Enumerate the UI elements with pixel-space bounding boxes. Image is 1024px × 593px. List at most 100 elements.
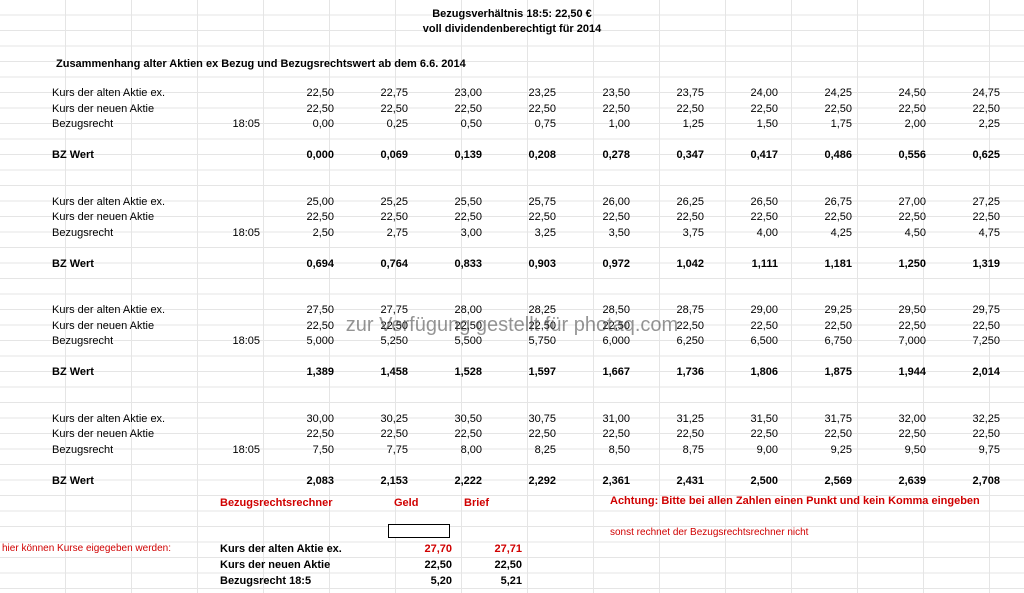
old-price-value: 24,25 <box>790 86 864 102</box>
bezugsrecht-value: 4,00 <box>716 226 790 242</box>
bz-wert-value: 0,764 <box>346 257 420 273</box>
calculator-warning-1: Achtung: Bitte bei allen Zahlen einen Pu… <box>610 495 980 507</box>
section-title: Zusammenhang alter Aktien ex Bezug und B… <box>0 58 1024 70</box>
bezugsrecht-label: Bezugsrecht <box>52 443 222 459</box>
old-price-value: 23,75 <box>642 86 716 102</box>
table-row: BZ Wert1,3891,4581,5281,5971,6671,7361,8… <box>0 365 1024 381</box>
table-row: BZ Wert0,0000,0690,1390,2080,2780,3470,4… <box>0 148 1024 164</box>
bezugsrecht-value: 0,75 <box>494 117 568 133</box>
new-price-value: 22,50 <box>642 427 716 443</box>
bz-wert-value: 2,500 <box>716 474 790 490</box>
table-row: Kurs der alten Aktie ex.30,0030,2530,503… <box>0 412 1024 428</box>
bz-wert-value: 0,417 <box>716 148 790 164</box>
bezugsrecht-value: 8,00 <box>420 443 494 459</box>
calculator-title: Bezugsrechtsrechner <box>220 495 390 511</box>
spacer <box>0 319 52 335</box>
spacer <box>220 525 390 541</box>
new-price-value: 22,50 <box>272 319 346 335</box>
old-price-value: 23,25 <box>494 86 568 102</box>
table-row: Kurs der neuen Aktie22,5022,5022,5022,50… <box>0 102 1024 118</box>
new-price-value: 22,50 <box>790 427 864 443</box>
header-line1: Bezugsverhältnis 18:5: 22,50 € <box>0 8 1024 20</box>
bz-wert-value: 1,944 <box>864 365 938 381</box>
bz-wert-value: 1,111 <box>716 257 790 273</box>
bezugsrecht-value: 2,25 <box>938 117 1012 133</box>
bezugsrecht-value: 6,500 <box>716 334 790 350</box>
new-price-label: Kurs der neuen Aktie <box>52 319 222 335</box>
content-area: Bezugsverhältnis 18:5: 22,50 € voll divi… <box>0 0 1024 520</box>
table-row: Bezugsrecht18:057,507,758,008,258,508,75… <box>0 443 1024 459</box>
bezugsrecht-value: 3,00 <box>420 226 494 242</box>
old-price-value: 25,50 <box>420 195 494 211</box>
bz-wert-value: 1,875 <box>790 365 864 381</box>
spacer <box>0 86 52 102</box>
new-price-value: 22,50 <box>420 427 494 443</box>
bz-wert-value: 0,278 <box>568 148 642 164</box>
old-price-value: 26,50 <box>716 195 790 211</box>
new-price-value: 22,50 <box>568 102 642 118</box>
bezugsrecht-value: 4,25 <box>790 226 864 242</box>
new-price-value: 22,50 <box>420 319 494 335</box>
bz-wert-value: 2,361 <box>568 474 642 490</box>
spacer <box>0 334 52 350</box>
ratio-cell <box>222 303 272 319</box>
ratio-cell <box>222 427 272 443</box>
bezugsrecht-label: Bezugsrecht <box>52 226 222 242</box>
bz-wert-value: 1,042 <box>642 257 716 273</box>
bz-wert-value: 0,833 <box>420 257 494 273</box>
bz-wert-value: 0,903 <box>494 257 568 273</box>
bezugsrecht-value: 3,50 <box>568 226 642 242</box>
old-price-value: 25,00 <box>272 195 346 211</box>
new-price-value: 22,50 <box>938 102 1012 118</box>
bz-wert-value: 1,319 <box>938 257 1012 273</box>
old-price-value: 26,75 <box>790 195 864 211</box>
spacer <box>0 102 52 118</box>
bz-wert-value: 0,208 <box>494 148 568 164</box>
bezugsrecht-value: 3,75 <box>642 226 716 242</box>
old-price-value: 25,75 <box>494 195 568 211</box>
bz-wert-value: 0,139 <box>420 148 494 164</box>
old-price-value: 27,75 <box>346 303 420 319</box>
bezugsrecht-value: 6,000 <box>568 334 642 350</box>
old-price-value: 29,25 <box>790 303 864 319</box>
bezugsrecht-value: 4,75 <box>938 226 1012 242</box>
bezugsrecht-value: 8,25 <box>494 443 568 459</box>
bezugsrecht-value: 9,00 <box>716 443 790 459</box>
new-price-value: 22,50 <box>346 102 420 118</box>
bezugsrecht-value: 6,750 <box>790 334 864 350</box>
calc-new-geld: 22,50 <box>390 557 460 573</box>
calc-geld-input-wrap <box>390 525 460 541</box>
old-price-value: 28,00 <box>420 303 494 319</box>
table-row: Kurs der neuen Aktie22,5022,5022,5022,50… <box>0 210 1024 226</box>
bz-wert-label: BZ Wert <box>52 148 222 164</box>
col-header-brief: Brief <box>460 495 530 511</box>
calc-geld-input[interactable] <box>388 524 450 538</box>
new-price-value: 22,50 <box>642 210 716 226</box>
spacer <box>0 257 52 273</box>
bz-wert-value: 0,069 <box>346 148 420 164</box>
bz-wert-value: 1,458 <box>346 365 420 381</box>
bezugsrecht-value: 7,50 <box>272 443 346 459</box>
spacer-row <box>0 272 1024 288</box>
spacer <box>0 557 220 573</box>
bz-wert-value: 1,389 <box>272 365 346 381</box>
new-price-value: 22,50 <box>272 427 346 443</box>
bz-wert-value: 0,347 <box>642 148 716 164</box>
bz-wert-value: 2,222 <box>420 474 494 490</box>
spreadsheet-canvas: Bezugsverhältnis 18:5: 22,50 € voll divi… <box>0 0 1024 593</box>
spacer <box>0 525 220 541</box>
spacer-row <box>0 288 1024 304</box>
old-price-value: 31,50 <box>716 412 790 428</box>
ratio-cell: 18:05 <box>222 334 272 350</box>
spacer <box>0 210 52 226</box>
bz-wert-value: 2,639 <box>864 474 938 490</box>
new-price-value: 22,50 <box>790 210 864 226</box>
table-row: Kurs der neuen Aktie22,5022,5022,5022,50… <box>0 319 1024 335</box>
new-price-value: 22,50 <box>642 102 716 118</box>
bezugsrecht-value: 2,75 <box>346 226 420 242</box>
ratio-cell <box>222 412 272 428</box>
calc-old-brief[interactable]: 27,71 <box>460 541 530 557</box>
calc-old-geld[interactable]: 27,70 <box>390 541 460 557</box>
old-price-label: Kurs der alten Aktie ex. <box>52 412 222 428</box>
spacer <box>0 474 52 490</box>
